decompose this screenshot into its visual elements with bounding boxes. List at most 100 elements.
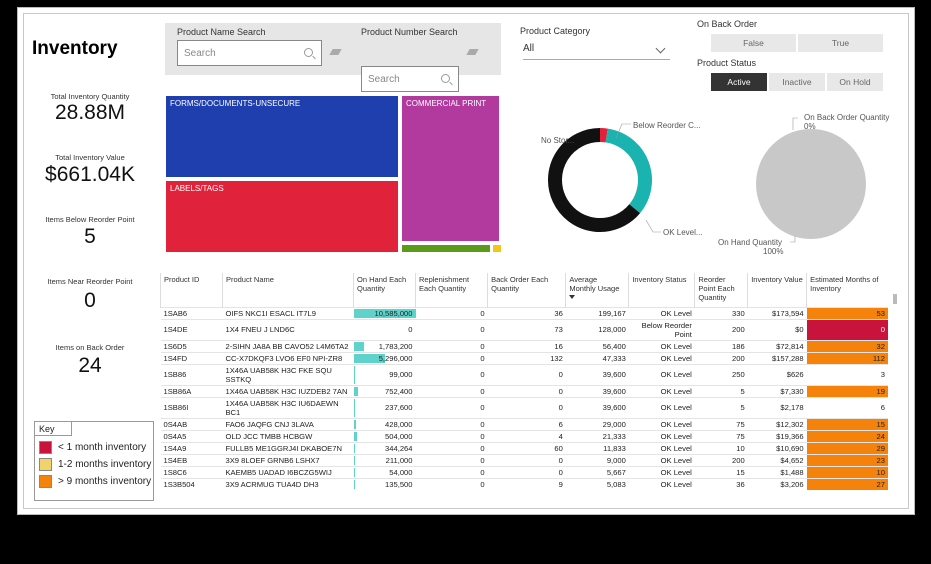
on-hand-value: 237,600	[385, 403, 413, 412]
table-row[interactable]: 1S4DE 1X4 FNEU J LND6C 0 0 73 128,000 Below Re…	[160, 318, 888, 340]
cell-reorder-point: 250	[694, 363, 748, 385]
cell-reorder-point: 5	[694, 384, 748, 397]
pie-slice-on-hand[interactable]	[756, 129, 866, 239]
key-label: < 1 month inventory	[58, 442, 147, 453]
column-header[interactable]: Product ID	[160, 273, 223, 307]
back-order-option[interactable]: False	[711, 34, 796, 52]
table-row[interactable]: 1S8C6 KAEMB5 UADAD I6BCZG5WIJ 54,000 0 0 5,66…	[160, 465, 888, 478]
product-number-search-label: Product Number Search	[361, 27, 458, 37]
page-title: Inventory	[32, 38, 118, 59]
kpi-label: Total Inventory Quantity	[50, 92, 130, 101]
donut-label-below: Below Reorder C...	[633, 121, 701, 130]
cell-product-name: 3X9 ACRMUG TUA4D DH3	[222, 477, 354, 490]
back-order-option[interactable]: True	[798, 34, 883, 52]
table-row[interactable]: 1S3B504 3X9 ACRMUG TUA4D DH3 135,500 0 9 5,08…	[160, 477, 888, 490]
cell-replenishment: 0	[415, 465, 488, 478]
table-row[interactable]: 1S4EB 3X9 8LOEF GRNB6 LSHX7 211,000 0 0 9,000…	[160, 453, 888, 466]
column-header[interactable]: Estimated Months of Inventory	[806, 273, 888, 307]
cell-back-order: 0	[487, 396, 566, 418]
cell-product-id: 1S4FD	[160, 351, 223, 364]
on-hand-data-bar	[353, 467, 355, 477]
product-category-dropdown[interactable]: All	[523, 43, 670, 60]
cell-on-hand: 752,400	[353, 384, 416, 397]
cell-product-name: 1X46A UAB58K H3C IUZDEB2 7AN	[222, 384, 354, 397]
cell-replenishment: 0	[415, 396, 488, 418]
column-header[interactable]: Inventory Status	[628, 273, 695, 307]
column-header[interactable]: On Hand Each Quantity	[353, 273, 416, 307]
on-hand-value: 54,000	[389, 467, 413, 477]
search-filter-panel: Product Name Search Search Product Numbe…	[165, 23, 501, 92]
treemap-tile[interactable]: FORMS/DOCUMENTS-UNSECURE	[165, 95, 399, 178]
cell-inventory-value: $173,594	[747, 306, 807, 319]
donut-segment-ok[interactable]	[605, 128, 652, 214]
table-row[interactable]: 0S4A5 OLD JCC TMBB HCBGW 504,000 0 4 21,333 OK…	[160, 429, 888, 442]
cell-replenishment: 0	[415, 417, 488, 430]
table-row[interactable]: 0S4AB FAO6 JAQFG CNJ 3LAVA 428,000 0 6 29,000…	[160, 417, 888, 430]
kpi-value: 24	[78, 354, 102, 377]
cell-product-id: 1S3B504	[160, 477, 223, 490]
table-scrollbar[interactable]	[892, 278, 898, 498]
donut-segment-nostock[interactable]	[548, 128, 641, 232]
table-row[interactable]: 1SAB6 OIFS NKC1I ESACL IT7L9 10,585,000 0 36…	[160, 306, 888, 319]
cell-replenishment: 0	[415, 306, 488, 319]
sort-desc-icon	[569, 295, 576, 299]
inventory-status-donut: Below Reorder C... No Stor... OK Level...	[541, 121, 703, 237]
column-header-label: Product Name	[225, 275, 274, 284]
cell-monthly-usage: 5,083	[565, 477, 629, 490]
treemap-tile[interactable]: LABELS/TAGS	[165, 180, 399, 253]
cell-inventory-status: OK Level	[628, 477, 695, 490]
cell-monthly-usage: 47,333	[565, 351, 629, 364]
inventory-table: Product ID Product Name On Hand Each Quant…	[160, 273, 900, 501]
column-header[interactable]: Average Monthly Usage	[565, 273, 629, 307]
cell-months-inventory: 29	[806, 441, 888, 454]
column-header[interactable]: Reorder Point Each Quantity	[694, 273, 748, 307]
column-header-label: Inventory Value	[751, 275, 803, 284]
table-row[interactable]: 1S4FD CC-X7DKQF3 LVO6 EF0 NPI-ZR8 5,296,00…	[160, 351, 888, 364]
table-row[interactable]: 1SB86I 1X46A UAB58K H3C IU6DAEWN BC1 237,6…	[160, 396, 888, 418]
product-number-search-input[interactable]: Search	[361, 66, 459, 92]
column-header[interactable]: Replenishment Each Quantity	[414, 273, 488, 307]
cell-replenishment: 0	[415, 441, 488, 454]
key-label: > 9 months inventory	[58, 476, 152, 487]
scrollbar-thumb[interactable]	[893, 294, 897, 304]
status-option[interactable]: On Hold	[827, 73, 883, 91]
cell-product-name: 1X46A UAB58K H3C FKE SQU SSTKQ	[222, 363, 354, 385]
cell-inventory-status: OK Level	[628, 465, 695, 478]
cell-back-order: 36	[487, 306, 566, 319]
table-row[interactable]: 1SB86 1X46A UAB58K H3C FKE SQU SSTKQ 99,00…	[160, 363, 888, 385]
on-hand-data-bar	[353, 341, 365, 351]
status-option[interactable]: Active	[711, 73, 767, 91]
table-row[interactable]: 1SB86A 1X46A UAB58K H3C IUZDEB2 7AN 752,40…	[160, 384, 888, 397]
clear-eraser-icon[interactable]	[329, 49, 342, 55]
on-hand-value: 211,000	[385, 455, 413, 465]
column-header[interactable]: Product Name	[221, 273, 354, 307]
on-back-order-label: On Back Order	[697, 19, 758, 29]
treemap-tile[interactable]	[492, 244, 502, 253]
clear-eraser-icon[interactable]	[466, 49, 479, 55]
status-option[interactable]: Inactive	[769, 73, 825, 91]
cell-months-inventory: 23	[806, 453, 888, 466]
cell-product-name: KAEMB5 UADAD I6BCZG5WIJ	[222, 465, 354, 478]
table-row[interactable]: 1S4A9 FULLB5 ME1GGRJ4I DKABOE7N 344,264 0 60…	[160, 441, 888, 454]
cell-reorder-point: 200	[694, 453, 748, 466]
cell-replenishment: 0	[415, 318, 488, 340]
cell-inventory-status: OK Level	[628, 306, 695, 319]
cell-monthly-usage: 39,600	[565, 363, 629, 385]
cell-inventory-value: $1,488	[747, 465, 807, 478]
cell-back-order: 0	[487, 453, 566, 466]
cell-on-hand: 99,000	[353, 363, 416, 385]
column-header-label: On Hand Each Quantity	[357, 275, 407, 293]
cell-months-inventory: 53	[806, 306, 888, 319]
pie-label-back-order-pct: 0%	[804, 122, 816, 131]
product-name-search-input[interactable]: Search	[177, 40, 322, 66]
cell-product-id: 0S4AB	[160, 417, 223, 430]
treemap-tile[interactable]: COMMERCIAL PRINT	[401, 95, 500, 242]
column-header[interactable]: Back Order Each Quantity	[487, 273, 566, 307]
donut-segment-below[interactable]	[599, 128, 608, 143]
treemap-tile[interactable]	[401, 244, 491, 253]
on-hand-value: 344,264	[385, 443, 413, 453]
table-row[interactable]: 1S6D5 2-SIHN JA8A BB CAVO52 L4M6TA2 1,783,…	[160, 339, 888, 352]
column-header[interactable]: Inventory Value	[747, 273, 807, 307]
cell-inventory-value: $2,178	[747, 396, 807, 418]
donut-label-ok: OK Level...	[663, 228, 703, 237]
